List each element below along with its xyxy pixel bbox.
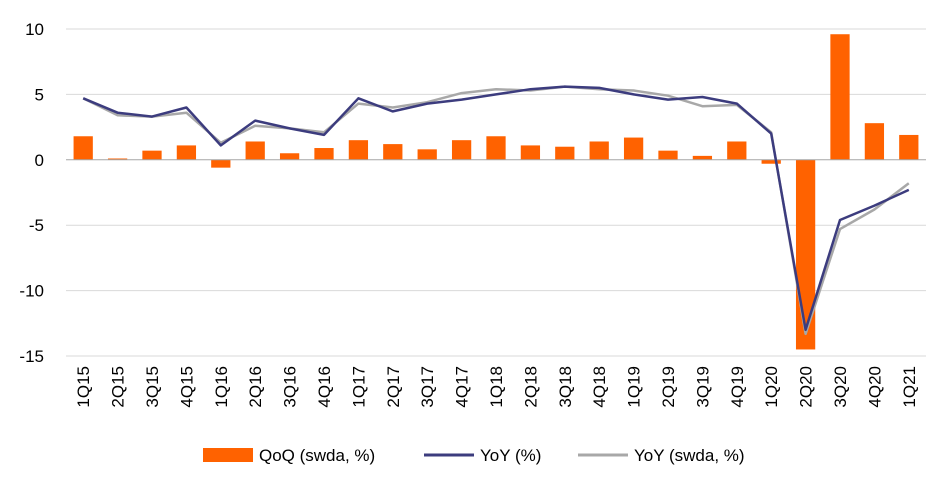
x-tick-label: 2Q16	[246, 366, 265, 408]
legend-label: YoY (%)	[480, 446, 541, 465]
x-tick-label: 4Q15	[177, 366, 196, 408]
bar-4Q20	[864, 123, 885, 160]
bar-1Q18	[486, 136, 506, 160]
bar-3Q17	[417, 149, 437, 160]
bar-1Q20	[761, 159, 781, 164]
legend: QoQ (swda, %) YoY (%) YoY (swda, %)	[203, 446, 745, 465]
y-tick-label: 10	[25, 20, 44, 39]
x-axis-labels: 1Q15 2Q15 3Q15 4Q15 1Q16 2Q16 3Q16 4Q16 1Q17 2Q17…	[74, 366, 919, 408]
legend-label: QoQ (swda, %)	[259, 446, 375, 465]
bar-3Q16	[279, 153, 300, 160]
bar-4Q19	[727, 141, 747, 160]
gridlines	[66, 28, 926, 357]
y-tick-label: -15	[19, 347, 44, 366]
bar-1Q16	[211, 159, 231, 168]
y-axis-labels: 10 5 0 -5 -10 -15	[19, 20, 44, 366]
x-tick-label: 2Q15	[109, 366, 128, 408]
x-tick-label: 4Q19	[728, 366, 747, 408]
bar-series	[73, 34, 919, 350]
series-line-yoy-	[82, 85, 910, 332]
y-tick-label: -10	[19, 282, 44, 301]
x-tick-label: 3Q16	[281, 366, 300, 408]
legend-swatch-bar	[203, 448, 253, 462]
bar-4Q16	[314, 148, 334, 160]
bar-3Q18	[555, 146, 575, 160]
x-tick-label: 3Q19	[693, 366, 712, 408]
x-tick-label: 4Q18	[590, 366, 609, 408]
x-tick-label: 3Q17	[418, 366, 437, 408]
bar-4Q15	[176, 145, 197, 160]
legend-label: YoY (swda, %)	[634, 446, 745, 465]
x-tick-label: 2Q20	[797, 366, 816, 408]
bar-1Q21	[899, 134, 919, 160]
bar-1Q17	[348, 140, 369, 160]
y-tick-label: 5	[35, 85, 44, 104]
y-tick-label: -5	[29, 216, 44, 235]
bar-3Q20	[830, 34, 850, 160]
bar-2Q19	[658, 150, 678, 160]
x-tick-label: 1Q15	[74, 366, 93, 408]
x-tick-label: 1Q17	[349, 366, 368, 408]
bar-3Q15	[142, 150, 162, 160]
x-tick-label: 2Q17	[384, 366, 403, 408]
y-tick-label: 0	[35, 151, 44, 170]
bar-4Q18	[589, 141, 609, 160]
x-tick-label: 1Q21	[900, 366, 919, 408]
x-tick-label: 1Q16	[212, 366, 231, 408]
bar-2Q16	[245, 141, 265, 160]
x-tick-label: 2Q18	[521, 366, 540, 408]
x-tick-label: 1Q19	[625, 366, 644, 408]
x-tick-label: 3Q15	[143, 366, 162, 408]
bar-3Q19	[692, 155, 713, 160]
line-series	[82, 85, 910, 336]
bar-2Q15	[107, 158, 128, 160]
bar-4Q17	[451, 140, 472, 160]
bar-1Q15	[73, 136, 93, 160]
x-tick-label: 1Q18	[487, 366, 506, 408]
x-tick-label: 4Q17	[453, 366, 472, 408]
x-tick-label: 2Q19	[659, 366, 678, 408]
x-tick-label: 3Q20	[831, 366, 850, 408]
bar-2Q17	[383, 144, 403, 160]
x-tick-label: 3Q18	[556, 366, 575, 408]
bar-2Q20	[795, 159, 816, 350]
x-tick-label: 1Q20	[762, 366, 781, 408]
x-tick-label: 4Q20	[865, 366, 884, 408]
x-tick-label: 4Q16	[315, 366, 334, 408]
bar-1Q19	[623, 137, 644, 160]
bar-2Q18	[520, 145, 541, 160]
